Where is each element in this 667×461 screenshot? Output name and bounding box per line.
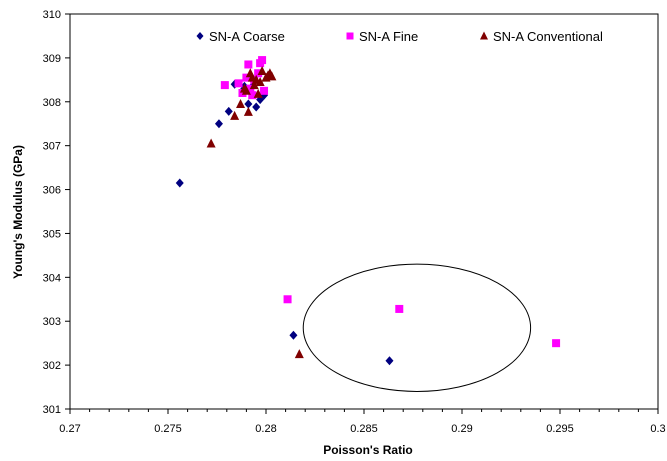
data-point <box>206 138 216 148</box>
data-point <box>175 178 184 188</box>
data-point <box>241 85 251 95</box>
y-tick-label: 305 <box>43 228 61 240</box>
data-point <box>242 73 251 82</box>
data-point <box>248 91 257 100</box>
data-point <box>249 80 259 90</box>
data-point <box>260 86 269 95</box>
data-point <box>254 69 263 78</box>
legend-marker <box>196 32 204 40</box>
data-point <box>236 98 246 108</box>
data-point <box>385 356 394 366</box>
data-point <box>234 79 243 88</box>
y-tick-label: 303 <box>43 316 61 328</box>
y-tick-label: 302 <box>43 360 61 372</box>
y-tick-label: 304 <box>43 272 61 284</box>
data-point <box>244 99 253 109</box>
y-tick-label: 308 <box>43 97 61 109</box>
data-point <box>224 106 233 116</box>
data-point <box>238 89 247 97</box>
y-tick-label: 306 <box>43 185 61 197</box>
y-axis: 301 302 303 304 305 306 307 308 309 310 <box>43 9 70 416</box>
data-point <box>220 81 229 90</box>
data-points <box>175 56 561 366</box>
y-tick-label: 309 <box>43 53 61 65</box>
x-tick-label: 0.275 <box>154 423 182 435</box>
x-tick-label: 0.285 <box>350 423 378 435</box>
data-point <box>289 330 298 340</box>
data-point <box>214 119 223 129</box>
data-point <box>552 339 561 348</box>
legend-label: SN-A Fine <box>359 29 418 44</box>
highlight-ellipse <box>302 263 532 392</box>
x-tick-label: 0.28 <box>255 423 276 435</box>
x-axis-title: Poisson's Ratio <box>323 443 413 457</box>
y-tick-label: 310 <box>43 9 61 21</box>
legend-item: SN-A Conventional <box>480 29 603 44</box>
legend-label: SN-A Conventional <box>493 29 603 44</box>
x-axis: 0.27 0.275 0.28 0.285 0.29 0.295 0.3 <box>59 409 666 435</box>
legend-item: SN-A Coarse <box>196 29 285 44</box>
data-point <box>244 60 253 69</box>
legend-item: SN-A Fine <box>346 29 418 44</box>
y-axis-title: Young's Modulus (GPa) <box>11 145 25 279</box>
data-point <box>294 349 304 359</box>
data-point <box>253 88 263 98</box>
x-tick-label: 0.29 <box>451 423 472 435</box>
data-point <box>258 56 267 65</box>
x-tick-label: 0.295 <box>546 423 574 435</box>
data-point <box>257 66 267 76</box>
legend-marker <box>346 32 354 40</box>
data-point <box>255 77 265 87</box>
legend: SN-A Coarse SN-A Fine SN-A Conventional <box>196 29 603 44</box>
legend-marker <box>480 31 488 40</box>
y-tick-label: 301 <box>43 404 61 416</box>
data-point <box>243 106 253 116</box>
data-point <box>230 110 240 120</box>
legend-label: SN-A Coarse <box>209 29 285 44</box>
data-point <box>395 304 404 313</box>
data-point <box>252 102 261 112</box>
series-sn-a-conventional <box>206 66 304 359</box>
x-tick-label: 0.27 <box>59 423 80 435</box>
data-point <box>267 71 277 81</box>
y-tick-label: 307 <box>43 141 61 153</box>
data-point <box>283 295 292 304</box>
x-tick-label: 0.3 <box>650 423 665 435</box>
annotation-layer <box>302 263 532 392</box>
